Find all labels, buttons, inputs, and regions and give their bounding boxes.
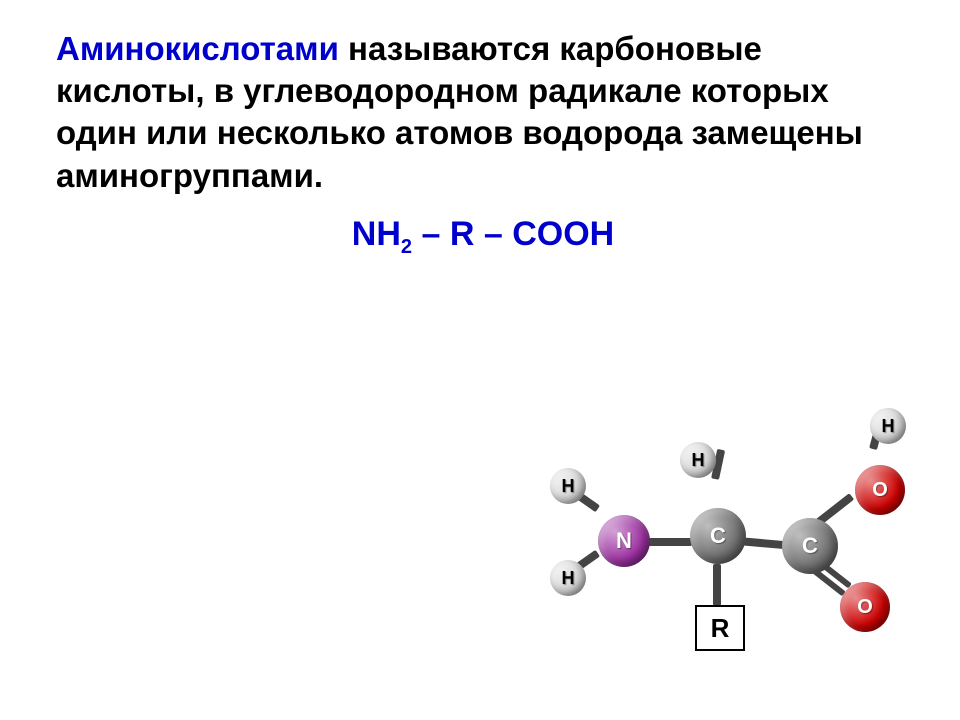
atom-h: H bbox=[550, 560, 586, 596]
atom-h: H bbox=[870, 408, 906, 444]
slide-content: Аминокислотами называются карбоновые кис… bbox=[0, 0, 960, 259]
atom-n: N bbox=[598, 515, 650, 567]
definition-text: Аминокислотами называются карбоновые кис… bbox=[56, 28, 910, 197]
atom-o: O bbox=[855, 465, 905, 515]
bond bbox=[713, 564, 721, 606]
r-group-box: R bbox=[695, 605, 745, 651]
general-formula: NH2 – R – COOH bbox=[56, 215, 910, 259]
atom-c: C bbox=[690, 508, 746, 564]
definition-highlight: Аминокислотами bbox=[56, 30, 339, 67]
atom-h: H bbox=[680, 442, 716, 478]
atom-h: H bbox=[550, 468, 586, 504]
atom-o: O bbox=[840, 582, 890, 632]
molecule-diagram: NCCOOHHHHR bbox=[510, 400, 905, 680]
atom-c: C bbox=[782, 518, 838, 574]
